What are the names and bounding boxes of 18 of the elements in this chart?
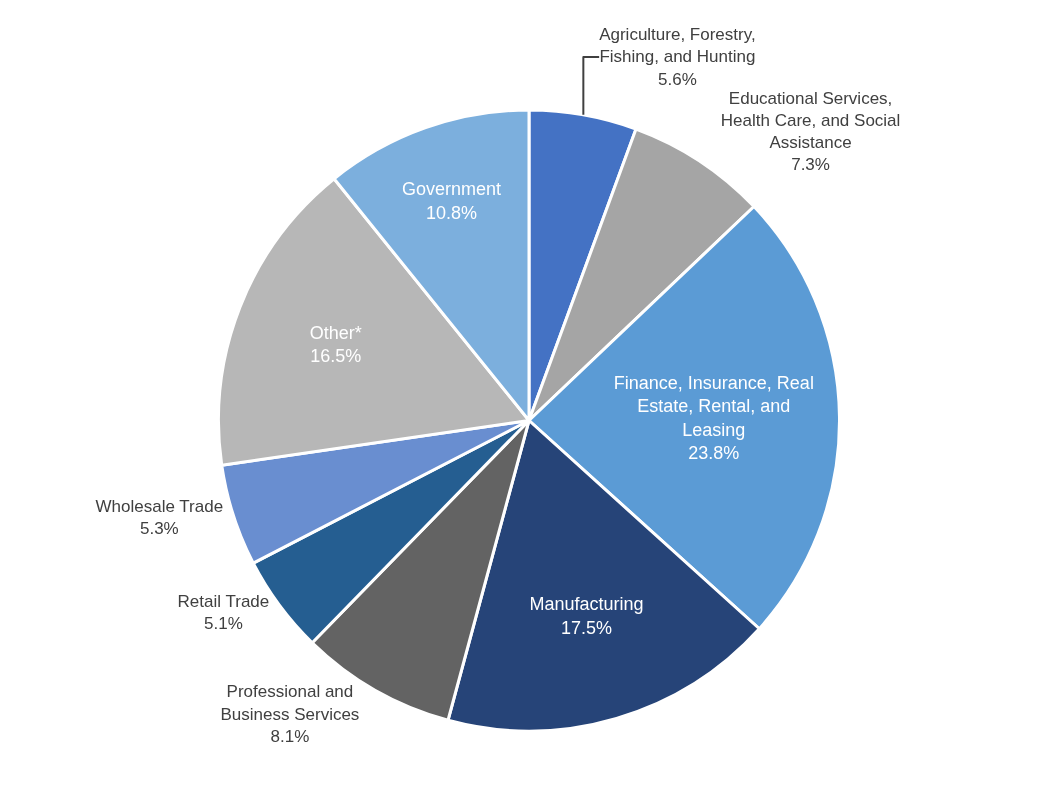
data-label: 7.3% [791, 154, 830, 174]
slice-label: Finance, Insurance, Real Estate, Rental, and Leasing [613, 373, 814, 440]
data-label: 16.5% [310, 346, 362, 367]
data-label: 10.8% [425, 202, 477, 223]
slice-label: Other* [309, 322, 362, 343]
data-label: 8.1% [270, 726, 310, 746]
slice-label: Retail Trade [177, 592, 270, 612]
data-label: 17.5% [560, 617, 613, 638]
data-label: 5.1% [204, 614, 243, 634]
data-label: 23.8% [688, 443, 740, 464]
slice-label: Educational Services, Health Care, and Social Assistance [720, 88, 901, 152]
data-label: 5.6% [658, 69, 697, 89]
data-label: 5.3% [139, 519, 179, 538]
slice-label: Wholesale Trade [95, 496, 224, 516]
slice-label: Manufacturing [529, 594, 644, 615]
slice-label: Professional and Business Services [220, 682, 360, 724]
slice-label: Agriculture, Forestry, Fishing, and Hunting [599, 25, 756, 67]
slice-label: Government [401, 179, 501, 200]
